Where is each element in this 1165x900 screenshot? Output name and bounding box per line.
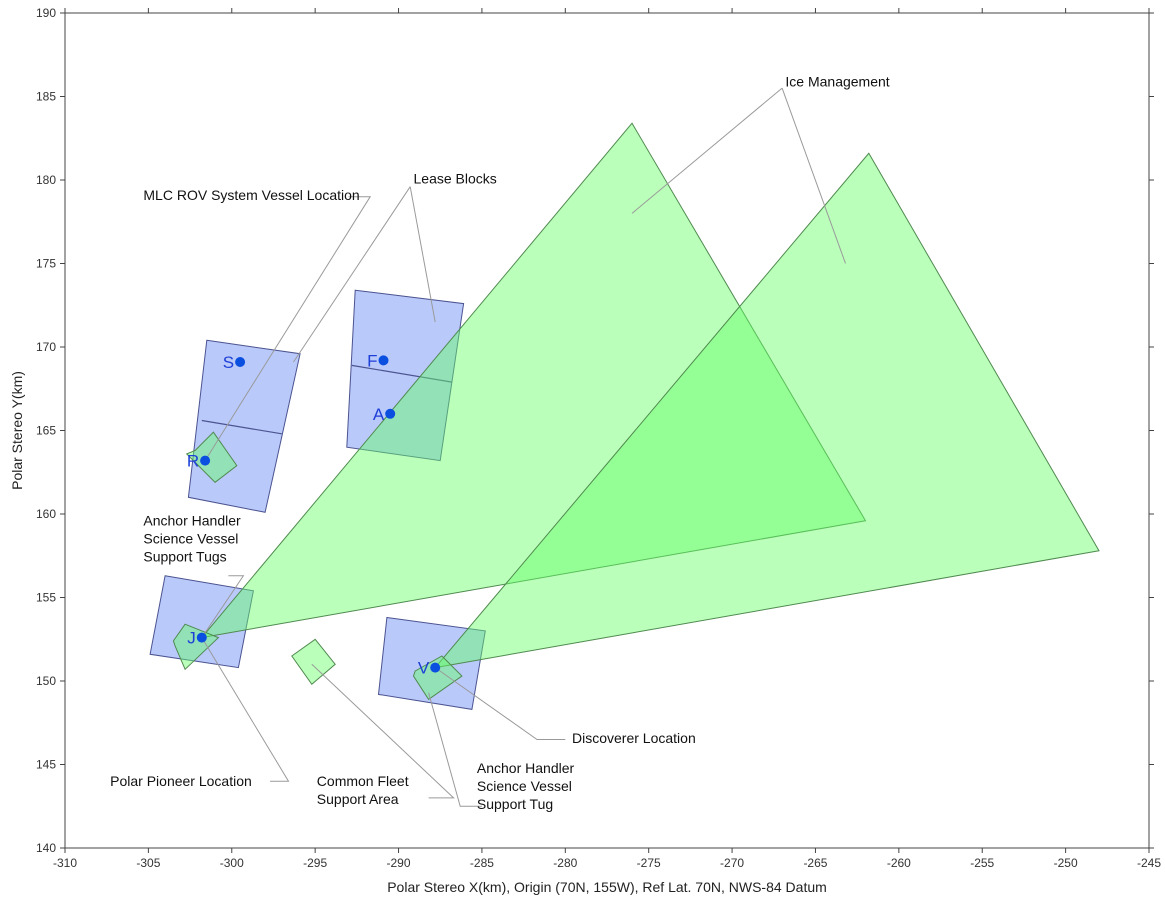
x-tick-label: -250 <box>1054 856 1078 870</box>
leader-line <box>311 663 455 799</box>
vessel-point <box>235 357 246 367</box>
vessel-point-label: F <box>367 351 377 370</box>
vessel-point <box>200 455 211 466</box>
x-tick-label: -255 <box>970 856 994 870</box>
annotation-label: Ice Management <box>785 74 889 90</box>
y-tick-label: 150 <box>36 674 56 688</box>
vessel-point-label: R <box>187 452 199 471</box>
ice-management-area <box>433 152 1100 669</box>
leader-line <box>201 637 290 782</box>
annotation-label: Support Tug <box>477 796 553 812</box>
annotation-label: Science Vessel <box>477 778 572 794</box>
x-tick-label: -290 <box>387 856 411 870</box>
leader-line <box>409 186 436 323</box>
support-area <box>185 431 238 483</box>
x-tick-label: -265 <box>803 856 827 870</box>
area-layer <box>149 122 1100 710</box>
annotation-label: Anchor Handler <box>477 760 575 776</box>
lease-block-divider <box>201 419 282 435</box>
annotation-label: Anchor Handler <box>143 513 241 529</box>
vessel-point <box>196 632 207 643</box>
y-tick-label: 145 <box>36 758 56 772</box>
leader-line <box>201 575 245 638</box>
support-area <box>291 638 336 686</box>
leader-line <box>434 667 566 740</box>
y-tick-label: 185 <box>36 90 56 104</box>
vessel-point-label: S <box>223 353 234 372</box>
vessel-point-label: A <box>373 405 385 424</box>
y-tick-label: 190 <box>36 6 56 20</box>
x-tick-label: -245 <box>1137 856 1161 870</box>
annotation-label: Support Area <box>317 791 399 807</box>
leader-line <box>204 196 372 461</box>
x-tick-label: -310 <box>53 856 77 870</box>
y-tick-label: 180 <box>36 173 56 187</box>
vessel-point-label: V <box>418 659 430 678</box>
annotation-label: Lease Blocks <box>414 170 497 186</box>
x-tick-label: -270 <box>720 856 744 870</box>
y-tick-label: 140 <box>36 841 56 855</box>
x-tick-label: -285 <box>470 856 494 870</box>
x-tick-label: -300 <box>220 856 244 870</box>
x-tick-label: -305 <box>136 856 160 870</box>
y-tick-label: 160 <box>36 507 56 521</box>
leader-line <box>428 692 482 807</box>
lease-block <box>187 339 301 513</box>
annotation-label: Polar Pioneer Location <box>110 773 252 789</box>
lease-block-divider <box>351 364 452 383</box>
x-tick-label: -295 <box>303 856 327 870</box>
leader-line <box>631 87 783 214</box>
point-layer: S R F A J V <box>187 351 441 678</box>
annotation-label: Support Tugs <box>143 549 226 565</box>
x-axis-title: Polar Stereo X(km), Origin (70N, 155W), … <box>387 879 827 895</box>
vessel-point-label: J <box>187 629 196 648</box>
x-tick-label: -280 <box>553 856 577 870</box>
y-tick-label: 175 <box>36 257 56 271</box>
lease-block <box>346 289 465 462</box>
y-tick-label: 165 <box>36 424 56 438</box>
axes-layer: -310 -305 -300 -295 -290 -285 -280 -275 -270 -265… <box>36 6 1161 870</box>
vessel-point <box>378 355 389 366</box>
vessel-point <box>385 408 396 419</box>
annotation-label: MLC ROV System Vessel Location <box>143 187 359 203</box>
vessel-point <box>430 662 441 673</box>
leader-layer <box>201 87 846 807</box>
annotation-layer: Ice Management Lease Blocks MLC ROV System… <box>110 74 890 812</box>
leader-line <box>781 87 846 264</box>
annotation-label: Common Fleet <box>317 773 409 789</box>
y-tick-label: 170 <box>36 340 56 354</box>
annotation-label: Science Vessel <box>143 531 238 547</box>
support-area <box>172 623 220 671</box>
ice-management-area <box>200 122 867 639</box>
support-area <box>412 655 463 701</box>
annotation-label: Discoverer Location <box>572 730 696 746</box>
y-tick-label: 155 <box>36 591 56 605</box>
leader-line <box>293 186 411 363</box>
x-tick-label: -260 <box>887 856 911 870</box>
x-tick-label: -275 <box>637 856 661 870</box>
y-axis-title: Polar Stereo Y(km) <box>9 371 25 490</box>
